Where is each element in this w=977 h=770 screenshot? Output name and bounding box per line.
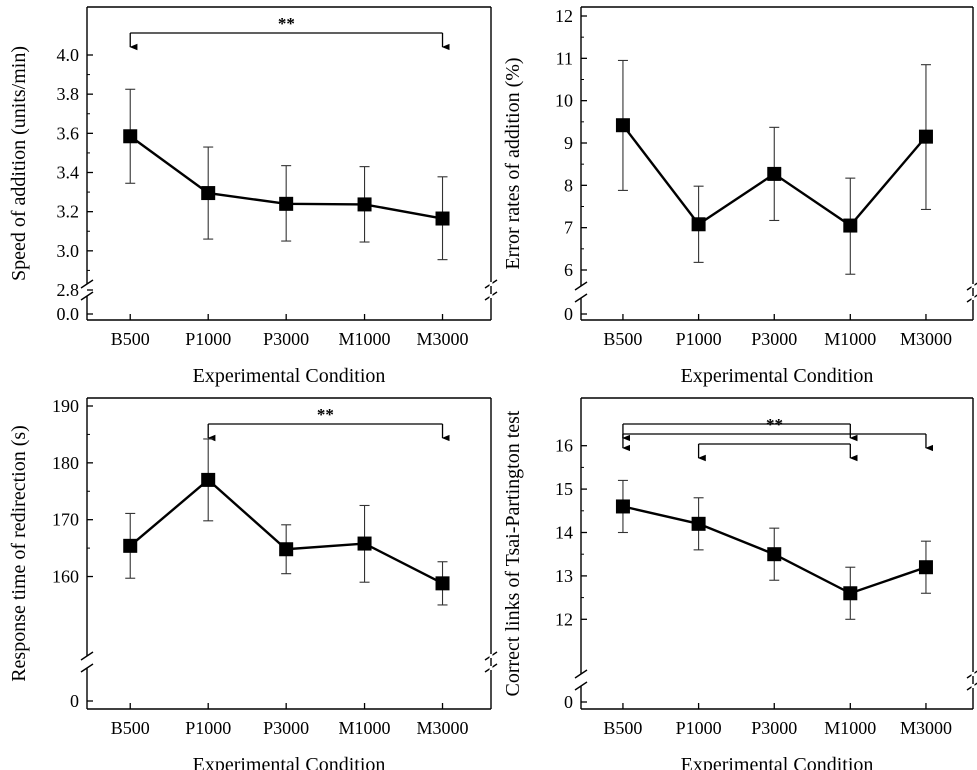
data-point <box>201 472 216 487</box>
chart-panel-2: 0 6 7 8 9 10 11 12 B500 P1000 P3000 M1000 M3000 Exper… <box>502 6 977 387</box>
axis-break-mark <box>574 681 588 691</box>
y-axis-title: Response time of redirection (s) <box>8 425 30 682</box>
data-point <box>767 547 782 562</box>
y-tick-label: 190 <box>52 396 79 416</box>
x-tick-label: P3000 <box>751 329 797 349</box>
data-point <box>918 129 933 144</box>
axis-break-mark <box>80 651 94 661</box>
y-tick-label: 11 <box>556 48 573 68</box>
x-tick-label: M1000 <box>824 329 876 349</box>
x-axis-title: Experimental Condition <box>193 365 386 387</box>
significance-label: ** <box>766 415 783 434</box>
x-axis-title: Experimental Condition <box>681 754 874 770</box>
y-tick-label: 170 <box>52 510 79 530</box>
x-tick-label: M3000 <box>900 718 952 738</box>
data-point <box>691 217 706 232</box>
y-tick-label: 180 <box>52 453 79 473</box>
data-point <box>279 542 294 557</box>
x-tick-label: M3000 <box>900 329 952 349</box>
x-tick-label: M3000 <box>417 718 469 738</box>
y-tick-label: 15 <box>555 479 573 499</box>
data-point <box>691 516 706 531</box>
y-tick-label: 3.0 <box>57 241 80 261</box>
y-tick-label: 160 <box>52 567 79 587</box>
significance-label: ** <box>278 14 295 33</box>
chart-panel-4: 0 12 13 14 15 16 B500 P1000 P3000 M1000 M3000 Exper… <box>502 397 977 770</box>
y-tick-label: 7 <box>564 218 573 238</box>
chart-panel-3: 0 160 170 180 190 B500 P1000 P3000 M1000 M3000 Exp… <box>8 396 498 770</box>
significance-label: ** <box>317 405 334 424</box>
x-tick-label: B500 <box>111 329 150 349</box>
axis-break-mark <box>80 663 94 673</box>
data-point <box>357 536 372 551</box>
axis-break-mark <box>80 291 94 301</box>
data-point <box>918 560 933 575</box>
x-tick-label: M1000 <box>824 718 876 738</box>
y-tick-label: 10 <box>555 91 573 111</box>
y-axis-title: Correct links of Tsai-Partington test <box>502 410 524 696</box>
x-tick-label: P1000 <box>676 718 722 738</box>
data-point <box>615 499 630 514</box>
data-point <box>435 211 450 226</box>
y-tick-label: 4.0 <box>57 45 80 65</box>
x-tick-label: P1000 <box>676 329 722 349</box>
axis-break-mark <box>80 279 94 289</box>
x-tick-label: P3000 <box>751 718 797 738</box>
data-point <box>843 218 858 233</box>
data-point <box>279 196 294 211</box>
y-tick-label: 13 <box>555 566 573 586</box>
data-point <box>435 576 450 591</box>
y-tick-label: 16 <box>555 436 573 456</box>
data-point <box>201 186 216 201</box>
axis-break-mark <box>574 293 588 303</box>
data-point <box>843 586 858 601</box>
x-tick-label: P1000 <box>185 329 231 349</box>
y-axis-title: Speed of addition (units/min) <box>8 46 30 281</box>
y-tick-label: 8 <box>564 175 573 195</box>
y-tick-label: 0 <box>564 304 573 324</box>
y-tick-label: 3.8 <box>57 84 80 104</box>
y-tick-label: 14 <box>555 523 573 543</box>
x-tick-label: M1000 <box>339 329 391 349</box>
x-tick-label: B500 <box>603 329 642 349</box>
y-tick-label: 0 <box>70 691 79 711</box>
x-axis-title: Experimental Condition <box>193 754 386 770</box>
data-point <box>357 197 372 212</box>
y-tick-label: 12 <box>555 609 573 629</box>
data-point <box>615 118 630 133</box>
y-tick-label: 6 <box>564 260 573 280</box>
y-tick-label: 2.8 <box>57 280 80 300</box>
chart-panel-1: 0.0 2.8 3.0 3.2 3.4 3.6 3.8 4.0 B500 P1000 P3000 M1… <box>8 6 498 387</box>
data-point <box>123 129 138 144</box>
axis-break-mark <box>574 669 588 679</box>
data-point <box>767 166 782 181</box>
x-tick-label: M1000 <box>339 718 391 738</box>
y-tick-label: 0.0 <box>57 304 80 324</box>
x-tick-label: P1000 <box>185 718 231 738</box>
x-axis-title: Experimental Condition <box>681 365 874 387</box>
x-tick-label: B500 <box>111 718 150 738</box>
y-tick-label: 12 <box>555 6 573 26</box>
y-tick-label: 9 <box>564 133 573 153</box>
axis-break-mark <box>574 281 588 291</box>
x-tick-label: P3000 <box>263 329 309 349</box>
y-tick-label: 3.6 <box>57 123 80 143</box>
y-tick-label: 0 <box>564 692 573 712</box>
y-axis-title: Error rates of addition (%) <box>502 57 524 269</box>
x-tick-label: B500 <box>603 718 642 738</box>
y-tick-label: 3.2 <box>57 202 80 222</box>
x-tick-label: M3000 <box>417 329 469 349</box>
x-tick-label: P3000 <box>263 718 309 738</box>
data-point <box>123 538 138 553</box>
y-tick-label: 3.4 <box>57 163 80 183</box>
